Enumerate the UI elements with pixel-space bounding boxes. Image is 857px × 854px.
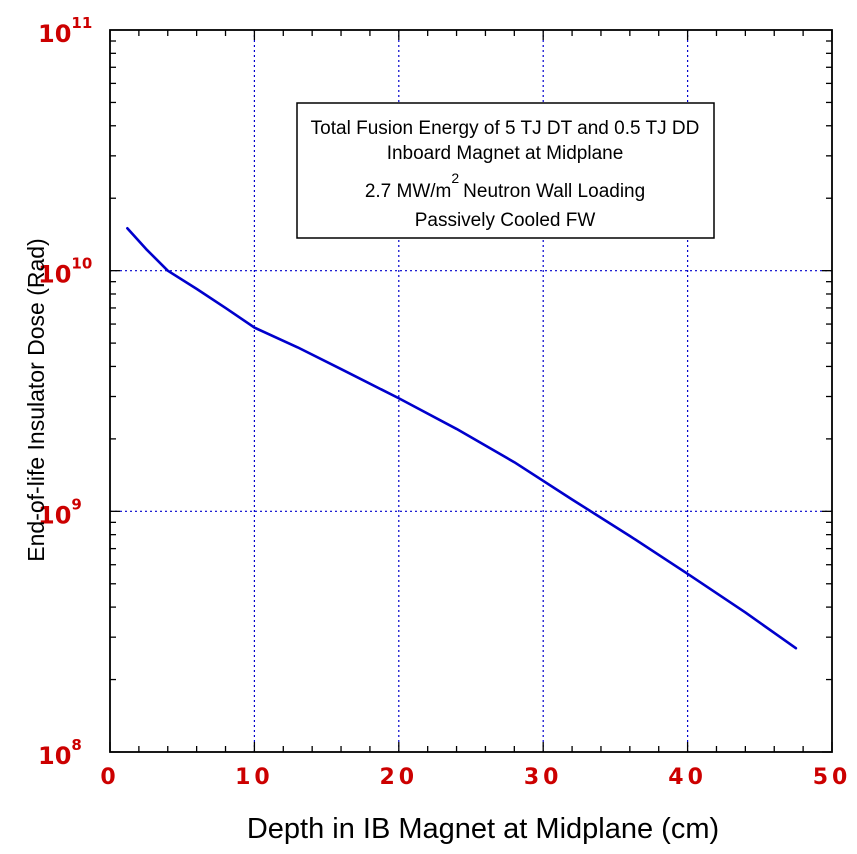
y-tick-label-base: 10: [38, 742, 71, 770]
y-axis-title: End-of-life Insulator Dose (Rad): [23, 238, 49, 561]
annotation-line-3-post: Neutron Wall Loading: [463, 181, 645, 202]
y-tick-label-exp: 9: [71, 495, 81, 513]
y-tick-label: 109: [38, 495, 82, 529]
annotation-line-1: Total Fusion Energy of 5 TJ DT and 0.5 T…: [311, 118, 700, 139]
x-tick-label: 40: [668, 765, 707, 790]
y-tick-label: 108: [38, 736, 82, 770]
annotation-line-3-pre: 2.7 MW/m: [365, 181, 452, 202]
annotation-line-4: Passively Cooled FW: [415, 210, 596, 231]
axis-ticks: [109, 30, 833, 753]
plot-border: [109, 29, 833, 753]
y-tick-label: 1010: [38, 255, 92, 289]
x-tick-label: 30: [524, 765, 563, 790]
x-tick-label: 20: [379, 765, 418, 790]
x-tick-label: 0: [100, 765, 119, 790]
x-tick-label: 50: [813, 765, 852, 790]
annotation-line-2: Inboard Magnet at Midplane: [387, 143, 624, 164]
y-tick-label-exp: 11: [71, 14, 92, 32]
annotation-box: Total Fusion Energy of 5 TJ DT and 0.5 T…: [296, 102, 715, 239]
annotation-line-3: 2.7 MW/m2Neutron Wall Loading: [365, 170, 645, 202]
y-tick-label-exp: 10: [71, 255, 92, 273]
annotation-frame: [296, 102, 715, 239]
y-tick-label-base: 10: [38, 20, 71, 48]
y-tick-label-exp: 8: [71, 736, 81, 754]
series-line: [126, 226, 798, 650]
y-tick-label-base: 10: [38, 501, 71, 529]
annotation-line-3-sup: 2: [451, 170, 459, 186]
x-axis-title: Depth in IB Magnet at Midplane (cm): [247, 813, 719, 845]
y-tick-label-base: 10: [38, 261, 71, 289]
x-tick-labels: 0 10 20 30 40 50: [100, 765, 852, 790]
y-tick-label: 1011: [38, 14, 92, 48]
x-tick-label: 10: [235, 765, 274, 790]
series-layer: [126, 226, 798, 650]
plot-frame: [109, 29, 833, 753]
